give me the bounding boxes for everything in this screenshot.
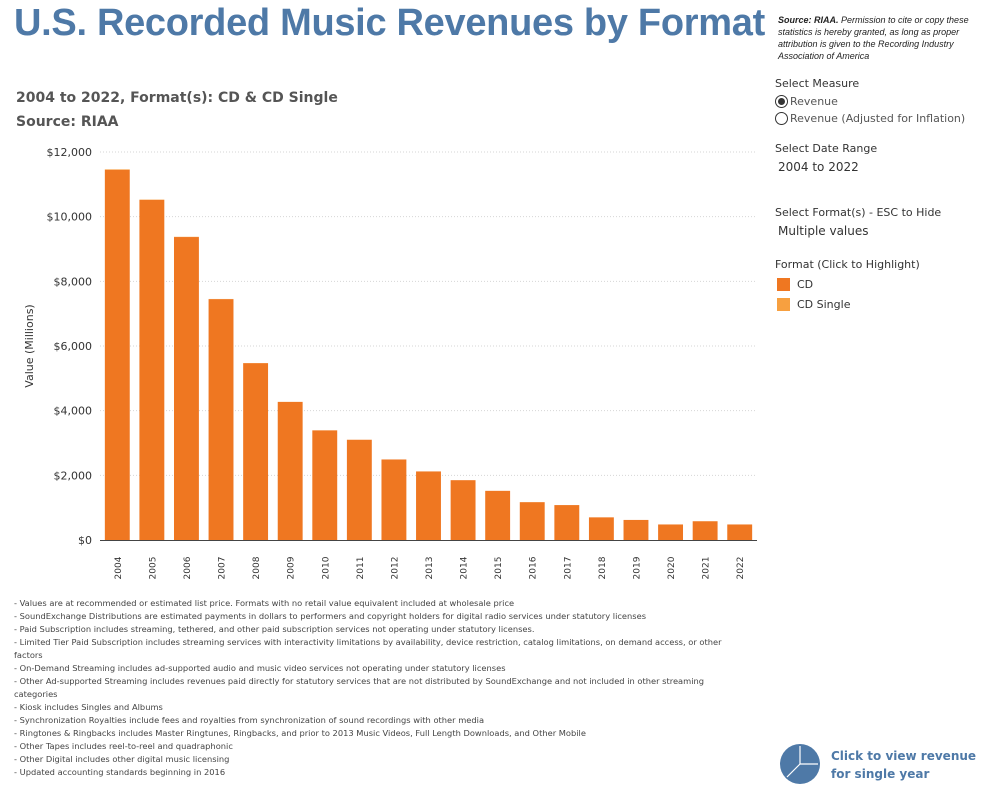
y-axis-title: Value (Millions) — [23, 304, 36, 387]
bar-cd — [450, 480, 476, 540]
measure-option-label: Revenue — [790, 95, 838, 108]
bar-cd — [381, 459, 407, 540]
y-tick-label: $4,000 — [54, 405, 93, 418]
x-tick-label: 2016 — [529, 556, 539, 579]
chart-subtitle: 2004 to 2022, Format(s): CD & CD Single — [16, 90, 338, 106]
footnote: - Paid Subscription includes streaming, … — [14, 624, 535, 634]
page-title: U.S. Recorded Music Revenues by Format — [14, 2, 765, 44]
bar-cd — [554, 505, 580, 540]
legend-swatch-cd-single — [777, 297, 790, 311]
footnote: - Ringtones & Ringbacks includes Master … — [14, 728, 586, 738]
measure-option-revenue[interactable]: Revenue — [775, 93, 965, 110]
bar-cd — [588, 517, 614, 540]
radio-unselected-icon — [775, 112, 788, 125]
bar-cd — [416, 471, 441, 540]
x-tick-label: 2012 — [390, 557, 400, 580]
x-tick-label: 2004 — [114, 556, 124, 579]
single-year-link[interactable]: Click to view revenue for single year — [831, 749, 977, 781]
legend-swatch-cd — [777, 277, 790, 291]
legend-label: CD — [797, 277, 814, 291]
date-range-label: Select Date Range — [775, 142, 878, 155]
bar-cd — [208, 299, 234, 540]
bar-cd — [623, 519, 649, 540]
x-tick-label: 2018 — [598, 556, 608, 579]
x-tick-label: 2022 — [736, 557, 746, 580]
footnote: - SoundExchange Distributions are estima… — [14, 611, 647, 621]
measure-option-adjusted[interactable]: Revenue (Adjusted for Inflation) — [775, 110, 965, 127]
footnote: - On-Demand Streaming includes ad-suppor… — [14, 663, 506, 673]
x-tick-label: 2009 — [287, 556, 297, 579]
chart-source: Source: RIAA — [16, 114, 119, 130]
y-tick-label: $8,000 — [54, 275, 93, 288]
measure-label: Select Measure — [775, 77, 860, 90]
footnote: - Other Tapes includes reel-to-reel and … — [14, 741, 233, 751]
y-tick-label: $12,000 — [47, 146, 93, 159]
format-value[interactable]: Multiple values — [778, 224, 869, 238]
measure-option-label: Revenue (Adjusted for Inflation) — [790, 112, 966, 125]
bar-cd — [519, 502, 545, 540]
y-tick-label: $2,000 — [54, 469, 93, 482]
bar-chart: $0 $2,000 $4,000 $6,000 $8,000 $10,000 $12,000… — [23, 146, 757, 580]
footnote: - Synchronization Royalties include fees… — [14, 715, 485, 725]
x-tick-label: 2007 — [218, 557, 228, 580]
legend: Format (Click to Highlight) CD CD Single — [775, 258, 920, 314]
source-note: Source: RIAA. Permission to cite or copy… — [778, 14, 988, 62]
y-tick-label: $0 — [78, 534, 92, 547]
radio-selected-icon — [775, 95, 788, 108]
bar-cd — [658, 524, 684, 540]
bar-cd — [727, 524, 753, 540]
x-tick-label: 2013 — [425, 557, 435, 580]
date-range-control: Select Date Range 2004 to 2022 — [775, 142, 877, 174]
format-control: Select Format(s) - ESC to Hide Multiple … — [775, 206, 941, 238]
x-tick-label: 2006 — [183, 556, 193, 579]
legend-item-cd-single[interactable]: CD Single — [775, 294, 920, 314]
bar-cd — [139, 199, 165, 540]
pie-chart-icon[interactable] — [780, 744, 820, 784]
bar-cd — [277, 401, 303, 540]
bar-cd — [104, 169, 130, 540]
format-label: Select Format(s) - ESC to Hide — [775, 206, 942, 219]
y-tick-label: $6,000 — [54, 340, 93, 353]
measure-control: Select Measure Revenue Revenue (Adjusted… — [775, 77, 965, 127]
x-tick-label: 2010 — [321, 556, 331, 579]
x-tick-label: 2017 — [563, 557, 573, 580]
x-tick-label: 2021 — [702, 557, 712, 580]
bar-cd — [692, 521, 718, 540]
x-tick-label: 2008 — [252, 556, 262, 579]
legend-label: CD Single — [797, 297, 851, 311]
bar-cd — [312, 430, 338, 540]
x-tick-label: 2011 — [356, 557, 366, 580]
date-range-value[interactable]: 2004 to 2022 — [778, 160, 859, 174]
source-note-text: Permission to cite or copy these statist… — [778, 15, 969, 61]
bar-cd — [173, 237, 199, 540]
footnote: - Limited Tier Paid Subscription include… — [14, 637, 722, 660]
footnote: - Other Digital includes other digital m… — [14, 754, 230, 764]
source-note-bold: Source: RIAA. — [778, 15, 839, 25]
x-tick-label: 2015 — [494, 557, 504, 580]
legend-item-cd[interactable]: CD — [775, 274, 920, 294]
y-tick-label: $10,000 — [47, 211, 93, 224]
bar-cd — [346, 439, 372, 540]
x-tick-label: 2019 — [632, 556, 642, 579]
footnote: - Values are at recommended or estimated… — [14, 598, 515, 608]
bar-cd — [243, 363, 269, 540]
footnotes: - Values are at recommended or estimated… — [14, 597, 739, 779]
footnote: - Updated accounting standards beginning… — [14, 767, 226, 777]
bar-cd — [485, 490, 511, 540]
x-tick-label: 2005 — [148, 557, 158, 580]
x-tick-label: 2014 — [460, 556, 470, 579]
legend-title: Format (Click to Highlight) — [775, 258, 920, 271]
footnote: - Kiosk includes Singles and Albums — [14, 702, 163, 712]
footnote: - Other Ad-supported Streaming includes … — [14, 676, 705, 699]
x-tick-label: 2020 — [667, 556, 677, 579]
